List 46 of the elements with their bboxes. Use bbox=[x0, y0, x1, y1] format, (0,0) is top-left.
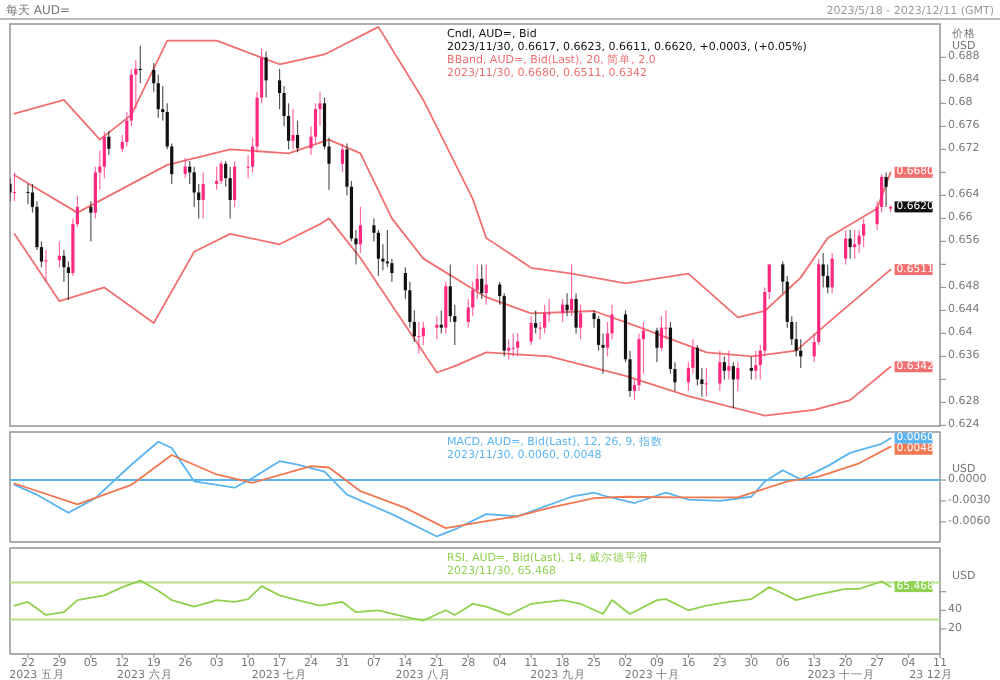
candlestick bbox=[511, 332, 515, 358]
candlestick bbox=[659, 315, 664, 352]
candlestick bbox=[12, 171, 17, 202]
candlestick bbox=[89, 200, 93, 242]
candlestick bbox=[291, 108, 295, 150]
candlestick bbox=[417, 321, 421, 355]
candlestick bbox=[340, 143, 345, 173]
candlestick bbox=[731, 361, 735, 409]
candlestick bbox=[233, 160, 237, 208]
candlestick bbox=[853, 229, 857, 260]
candlestick bbox=[107, 130, 111, 156]
candlestick bbox=[219, 160, 223, 185]
candlestick bbox=[507, 338, 511, 360]
candlestick bbox=[722, 355, 726, 381]
candlestick bbox=[44, 249, 48, 283]
candlestick bbox=[201, 171, 205, 219]
candlestick bbox=[754, 350, 758, 381]
candlestick bbox=[862, 217, 866, 248]
candlestick bbox=[727, 350, 731, 381]
candlestick bbox=[821, 252, 825, 288]
candlestick bbox=[295, 120, 300, 153]
line-series bbox=[13, 217, 892, 417]
candlestick bbox=[480, 263, 484, 300]
candlestick bbox=[574, 292, 578, 335]
candlestick bbox=[534, 309, 538, 335]
line-series bbox=[13, 25, 892, 319]
candlestick bbox=[749, 355, 753, 381]
candlestick bbox=[884, 171, 888, 208]
candlestick bbox=[435, 315, 439, 340]
candlestick bbox=[439, 309, 443, 335]
candlestick bbox=[264, 51, 268, 99]
candlestick bbox=[543, 304, 547, 335]
candlestick bbox=[718, 350, 722, 392]
candlestick bbox=[26, 183, 30, 205]
candlestick bbox=[228, 166, 232, 219]
candlestick bbox=[529, 315, 533, 346]
candlestick bbox=[704, 367, 708, 398]
candlestick bbox=[516, 332, 520, 358]
candlestick bbox=[358, 206, 363, 254]
candlestick bbox=[655, 327, 659, 363]
candlestick bbox=[444, 281, 448, 335]
candlestick bbox=[844, 229, 848, 265]
candlestick bbox=[578, 304, 583, 340]
candlestick bbox=[215, 166, 219, 191]
line-series bbox=[13, 579, 892, 622]
candlestick bbox=[830, 252, 834, 294]
